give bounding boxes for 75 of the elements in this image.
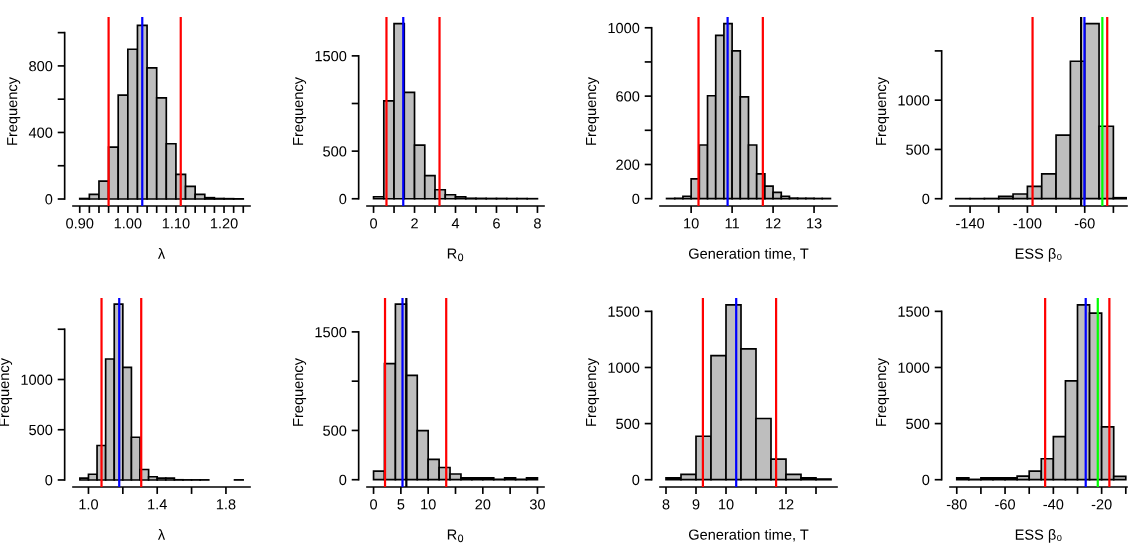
x-tick-label: 10 — [719, 499, 734, 510]
y-tick-label: 1000 — [898, 95, 930, 106]
y-axis-title: Frequency — [293, 77, 307, 145]
x-tick-label: 6 — [493, 218, 500, 229]
y-tick-label: 0 — [632, 193, 640, 205]
x-axis-title: ESS β₀ — [1015, 529, 1062, 543]
x-tick-label: 1.20 — [210, 218, 238, 229]
x-tick-label: 20 — [475, 499, 491, 510]
x-tick-label: 2 — [411, 218, 418, 229]
x-tick-label: 13 — [807, 218, 822, 229]
x-tick-label: 4 — [451, 218, 460, 229]
x-tick-label: 10 — [684, 218, 699, 229]
x-tick-label: -100 — [1013, 218, 1042, 229]
x-tick-label: -140 — [956, 218, 985, 229]
y-axis-title: Frequency — [876, 77, 890, 145]
y-tick-label: 1500 — [898, 306, 930, 317]
y-tick-label: 0 — [339, 193, 347, 205]
x-tick-label: 30 — [529, 499, 545, 510]
x-tick-label: 8 — [662, 499, 670, 510]
x-tick-label: 1.0 — [79, 499, 99, 510]
y-tick-label: 500 — [29, 424, 53, 436]
x-tick-label: -80 — [946, 499, 967, 510]
x-tick-label: 0.90 — [66, 218, 94, 229]
y-tick-label: 500 — [323, 146, 347, 157]
y-tick-label: 500 — [616, 418, 640, 430]
x-tick-label: 1.00 — [114, 218, 142, 229]
x-tick-label: -60 — [1074, 218, 1095, 229]
y-tick-label: 0 — [922, 474, 930, 486]
x-tick-label: 12 — [766, 218, 781, 229]
y-tick-label: 0 — [632, 474, 640, 486]
y-tick-label: 600 — [616, 91, 640, 102]
x-axis-title: λ — [157, 529, 166, 540]
y-tick-label: 1000 — [608, 22, 640, 34]
y-tick-label: 500 — [906, 418, 930, 430]
y-tick-label: 1500 — [315, 327, 347, 338]
y-tick-label: 500 — [906, 144, 930, 155]
x-axis-title: ESS β₀ — [1015, 248, 1062, 262]
y-tick-label: 200 — [616, 159, 640, 170]
y-axis-title: Frequency — [586, 77, 600, 145]
x-tick-label: 1.10 — [162, 218, 190, 229]
y-tick-label: 800 — [29, 61, 53, 72]
x-tick-label: 1.8 — [216, 499, 236, 510]
y-axis-title: Frequency — [876, 358, 890, 426]
x-tick-label: 5 — [397, 499, 405, 510]
y-tick-label: 1000 — [21, 374, 53, 385]
y-axis-title: Frequency — [0, 358, 13, 426]
x-tick-label: -20 — [1091, 499, 1112, 510]
y-tick-label: 0 — [339, 474, 347, 486]
y-tick-label: 0 — [45, 194, 53, 205]
x-axis-title: Generation time, T — [688, 529, 809, 542]
x-tick-label: 9 — [692, 499, 700, 510]
x-axis-title: λ — [157, 248, 166, 259]
y-axis-title: Frequency — [7, 77, 21, 145]
x-tick-label: 0 — [370, 218, 378, 229]
x-axis-title: R$_{0}$ — [447, 248, 464, 262]
x-tick-label: -40 — [1043, 499, 1064, 510]
x-tick-label: 0 — [370, 499, 378, 510]
y-tick-label: 1500 — [315, 50, 347, 62]
x-tick-label: 12 — [779, 499, 794, 510]
y-tick-label: 400 — [28, 127, 53, 138]
x-tick-label: 10 — [421, 499, 436, 510]
x-axis-title: R$_{0}$ — [447, 529, 464, 543]
y-tick-label: 0 — [922, 193, 930, 205]
y-axis-title: Frequency — [586, 358, 600, 426]
y-tick-label: 1500 — [608, 306, 640, 317]
y-axis-title: Frequency — [293, 358, 307, 426]
x-tick-label: 1.4 — [148, 499, 167, 510]
x-tick-label: 11 — [725, 218, 739, 229]
x-tick-label: -60 — [995, 499, 1016, 510]
x-axis-title: Generation time, T — [688, 248, 809, 261]
y-tick-label: 0 — [45, 475, 53, 486]
y-tick-label: 1000 — [898, 362, 930, 373]
y-tick-label: 500 — [323, 425, 347, 436]
y-tick-label: 1000 — [608, 362, 640, 373]
x-tick-label: 8 — [534, 218, 541, 229]
